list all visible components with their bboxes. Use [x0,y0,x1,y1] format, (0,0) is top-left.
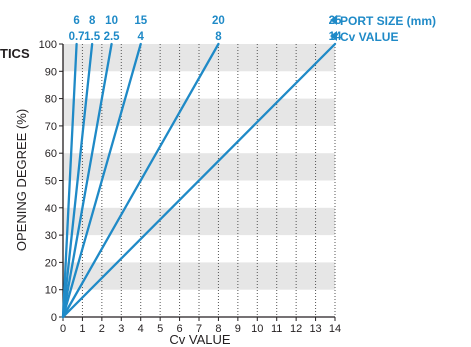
x-tick-label: 14 [329,323,341,335]
x-tick-label: 4 [138,323,144,335]
x-tick-label: 1 [79,323,85,335]
x-tick-label: 7 [196,323,202,335]
series-line-15mm [61,42,142,319]
port-size-label-15: 15 [134,15,147,27]
series-lines [61,42,337,319]
x-tick-label: 9 [235,323,241,335]
y-tick-label: 0 [51,312,57,324]
cv-value-label-8: 1.5 [84,31,101,43]
y-tick-label: 30 [45,230,57,242]
vertical-gridlines [81,44,336,317]
y-tick-label: 40 [45,203,57,215]
series-line-25mm [61,42,337,319]
series-line-20mm [61,42,220,319]
port-size-legend-label: PORT SIZE (mm) [340,14,436,28]
cv-value-legend-arrow [330,31,337,41]
cv-value-label-20: 8 [215,31,222,43]
cv-value-legend-label: Cv VALUE [340,30,398,44]
x-tick-label: 2 [99,323,105,335]
series-line-8mm [61,42,94,319]
y-tick-label: 70 [45,121,57,133]
x-tick-label: 0 [60,323,66,335]
y-axis-title: OPENING DEGREE (%) [14,109,29,251]
port-size-label-20: 20 [212,15,225,27]
grid-band [63,44,335,72]
x-tick-label: 3 [118,323,124,335]
y-tick-label: 90 [45,66,57,78]
cv-value-label-15: 4 [138,31,145,43]
y-tick-label: 60 [45,148,57,160]
axes: 0 1 2 3 4 5 6 7 8 9 10 11 12 13 1401020304050607080901… [39,39,341,335]
x-tick-label: 13 [309,323,321,335]
x-tick-label: 12 [290,323,302,335]
y-tick-label: 80 [45,94,57,106]
chart-title-fragment: TICS [0,46,30,61]
cv-value-label-6: 0.7 [69,31,85,43]
y-tick-label: 50 [45,176,57,188]
x-tick-label: 11 [271,323,282,335]
x-tick-label: 10 [251,323,263,335]
series-line-6mm [61,42,78,319]
y-tick-label: 100 [39,39,57,51]
x-tick-label: 8 [215,323,221,335]
port-size-legend-arrow [330,15,337,25]
y-tick-label: 10 [45,285,57,297]
grid-band [63,98,335,126]
x-tick-label: 5 [157,323,163,335]
x-axis-title: Cv VALUE [169,332,230,347]
port-size-label-10: 10 [105,15,118,27]
cv-value-label-10: 2.5 [104,31,121,43]
series-line-10mm [61,42,113,319]
port-size-label-6: 6 [73,15,79,27]
port-size-label-8: 8 [89,15,96,27]
y-tick-label: 20 [45,257,57,269]
x-tick-label: 6 [177,323,183,335]
